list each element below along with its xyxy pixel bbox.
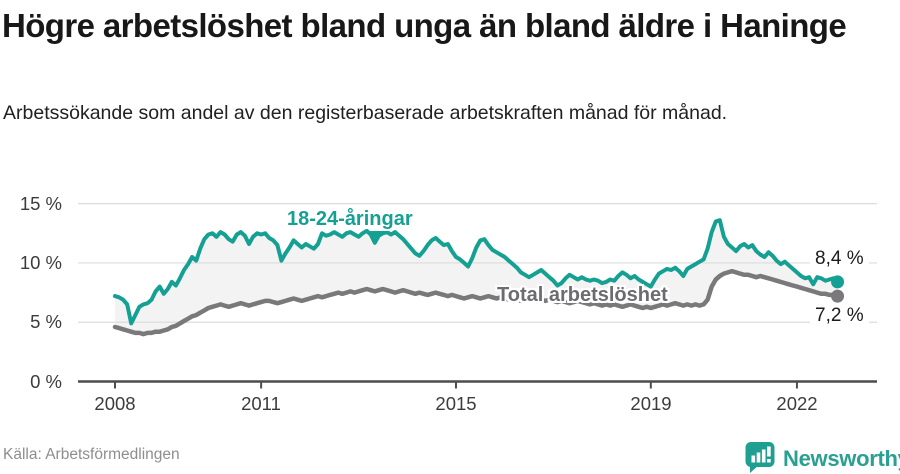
x-axis-tick-label: 2011 [241,393,281,414]
x-axis-tick-label: 2019 [630,393,672,414]
end-value-label-youth: 8,4 % [810,247,869,270]
y-axis-tick-label: 10 % [19,252,62,273]
y-axis-tick-label: 5 % [30,311,62,332]
brand-name: Newsworthy [783,445,900,471]
end-value-label-total: 7,2 % [810,304,869,327]
y-axis-tick-label: 0 % [30,371,62,392]
x-axis-tick-label: 2022 [776,393,818,414]
x-axis-tick-label: 2008 [94,393,136,414]
page-subtitle: Arbetssökande som andel av den registerb… [3,102,728,124]
x-axis-tick-label: 2015 [435,393,477,414]
series-label-youth: 18-24-åringar [287,208,413,230]
y-axis-tick-label: 15 % [19,193,62,214]
brand-logo[interactable]: Newsworthy [744,439,900,474]
series-label-total: Total arbetslöshet [497,284,668,306]
source-note: Källa: Arbetsförmedlingen [3,446,180,463]
chart-bubble-icon [744,439,777,474]
page-title: Högre arbetslöshet bland unga än bland ä… [2,7,847,44]
